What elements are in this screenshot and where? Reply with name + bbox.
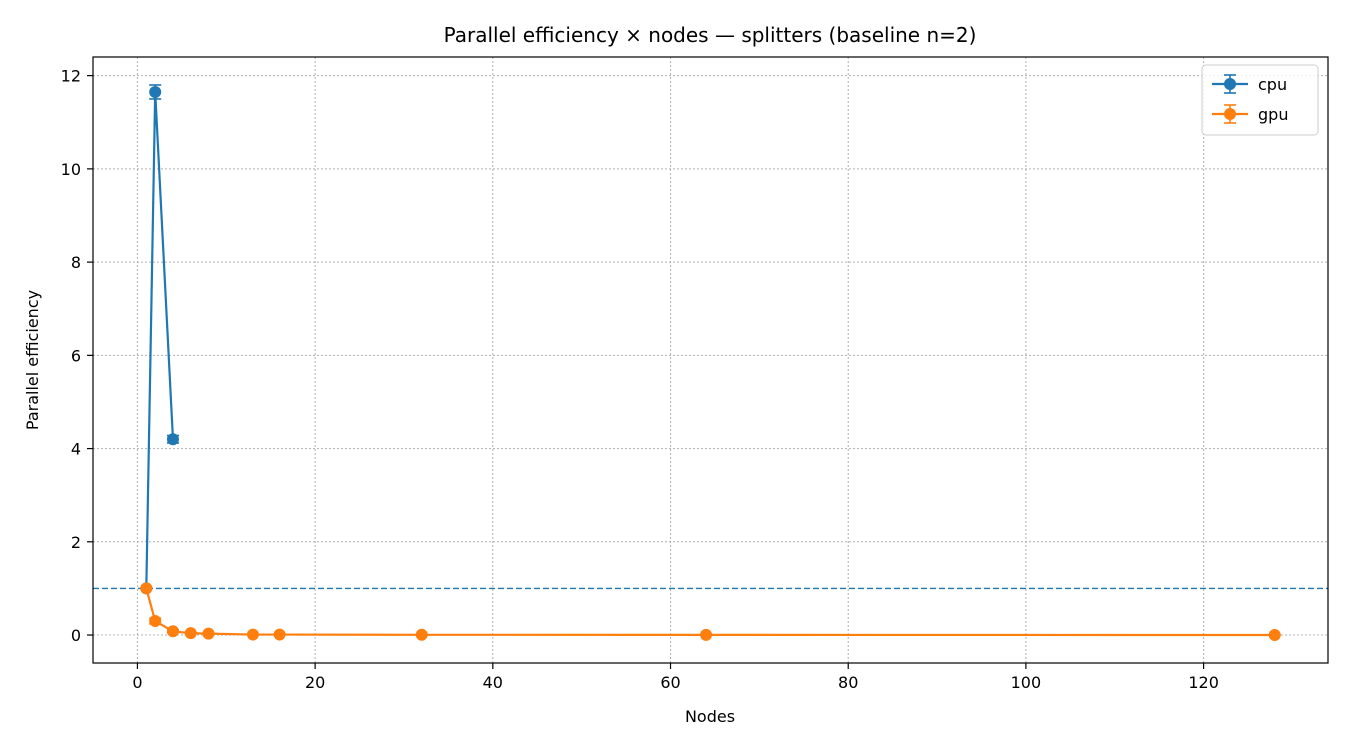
series-gpu: [140, 582, 1281, 641]
legend-item-cpu: cpu: [1212, 74, 1287, 94]
x-tick-label: 20: [305, 673, 325, 692]
data-point-gpu: [246, 628, 259, 641]
legend-swatch-marker: [1224, 108, 1236, 120]
data-point-cpu: [149, 85, 162, 98]
y-axis-label: Parallel efficiency: [23, 290, 42, 430]
y-tick-label: 4: [71, 440, 81, 459]
series-line-gpu: [145, 588, 1275, 637]
y-tick-label: 12: [61, 67, 81, 86]
data-point-gpu: [149, 615, 162, 628]
x-tick-label: 60: [660, 673, 680, 692]
y-tick-label: 0: [71, 626, 81, 645]
legend: cpu gpu: [1201, 64, 1319, 136]
x-axis: 0 20 40 60 80 100 120: [132, 663, 1219, 692]
x-tick-label: 120: [1188, 673, 1219, 692]
data-point-gpu: [273, 628, 286, 641]
data-point-gpu: [415, 628, 428, 641]
y-tick-label: 8: [71, 253, 81, 272]
data-point-gpu: [202, 627, 215, 640]
x-tick-label: 40: [483, 673, 503, 692]
data-point-gpu: [140, 582, 153, 595]
data-point-cpu: [166, 433, 179, 446]
legend-swatch-marker: [1224, 78, 1236, 90]
y-tick-label: 2: [71, 533, 81, 552]
chart-title: Parallel efficiency × nodes — splitters …: [444, 23, 977, 47]
data-point-gpu: [700, 628, 713, 641]
x-axis-label: Nodes: [685, 707, 735, 726]
x-tick-label: 0: [132, 673, 142, 692]
series-layer: [140, 84, 1281, 641]
y-axis: 0 2 4 6 8 10 12: [61, 67, 93, 645]
x-tick-label: 100: [1011, 673, 1042, 692]
x-tick-label: 80: [838, 673, 858, 692]
legend-item-gpu: gpu: [1212, 104, 1288, 124]
plot-frame: [92, 56, 1329, 664]
data-point-gpu: [1268, 628, 1281, 641]
legend-label-gpu: gpu: [1258, 105, 1288, 124]
y-tick-label: 6: [71, 346, 81, 365]
legend-label-cpu: cpu: [1258, 75, 1287, 94]
y-tick-label: 10: [61, 160, 81, 179]
data-point-gpu: [184, 627, 197, 640]
data-point-gpu: [166, 625, 179, 638]
